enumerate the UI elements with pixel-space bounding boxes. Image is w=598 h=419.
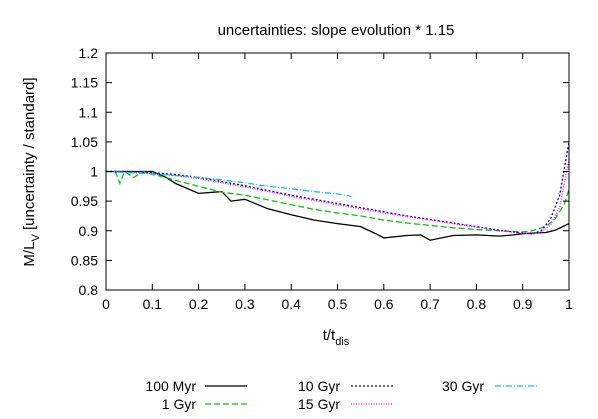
- x-tick-label: 0.7: [420, 296, 440, 312]
- x-tick-label: 1: [565, 296, 573, 312]
- x-axis-label: t/tdis: [323, 327, 350, 348]
- legend-label: 30 Gyr: [442, 378, 484, 394]
- y-tick-label: 1.2: [79, 45, 99, 61]
- x-tick-label: 0.1: [143, 296, 163, 312]
- x-tick-label: 0.2: [189, 296, 209, 312]
- y-ticks: 0.8 0.85 0.9 0.95 1 1.05 1.1 1.15 1.2: [71, 45, 569, 298]
- x-tick-label: 0.3: [235, 296, 255, 312]
- chart-title: uncertainties: slope evolution * 1.15: [218, 22, 455, 39]
- legend-item: 10 Gyr: [298, 378, 393, 394]
- x-tick-label: 0.5: [328, 296, 348, 312]
- x-tick-label: 0.6: [374, 296, 394, 312]
- x-tick-label: 0: [102, 296, 110, 312]
- legend-label: 100 Myr: [145, 378, 196, 394]
- y-tick-label: 0.8: [79, 282, 99, 298]
- plot-border: [105, 52, 570, 291]
- svg-text:t/tdis: t/tdis: [323, 327, 350, 348]
- svg-text:M/LV [uncertainty / standard]: M/LV [uncertainty / standard]: [21, 77, 42, 266]
- series-line-3: [105, 159, 570, 235]
- series-line-4: [105, 170, 352, 198]
- legend: 100 Myr 1 Gyr 10 Gyr 15 Gyr 30 Gyr: [145, 378, 537, 412]
- x-ticks: 0 0.1 0.2 0.3 0.4 0.5 0.6 0.7 0.8 0.9 1: [102, 53, 573, 312]
- legend-label: 10 Gyr: [298, 378, 340, 394]
- y-tick-label: 1.1: [79, 104, 99, 120]
- legend-item: 15 Gyr: [298, 396, 393, 412]
- x-tick-label: 0.8: [467, 296, 487, 312]
- y-tick-label: 0.85: [71, 252, 98, 268]
- plot-frame: [105, 52, 570, 291]
- y-tick-label: 1: [90, 164, 98, 180]
- y-axis-label: M/LV [uncertainty / standard]: [21, 77, 42, 266]
- series-line-2: [106, 141, 570, 235]
- y-tick-label: 0.95: [71, 193, 98, 209]
- legend-item: 100 Myr: [145, 378, 247, 394]
- x-tick-label: 0.9: [513, 296, 533, 312]
- series-line-1: [106, 170, 570, 233]
- y-tick-label: 1.05: [71, 134, 98, 150]
- x-tick-label: 0.4: [281, 296, 301, 312]
- legend-label: 15 Gyr: [298, 396, 340, 412]
- legend-item: 1 Gyr: [162, 396, 247, 412]
- y-tick-label: 0.9: [79, 223, 99, 239]
- legend-item: 30 Gyr: [442, 378, 537, 394]
- series-line-0: [106, 170, 570, 241]
- legend-label: 1 Gyr: [162, 396, 197, 412]
- plot-series: [105, 141, 570, 241]
- y-tick-label: 1.15: [71, 75, 98, 91]
